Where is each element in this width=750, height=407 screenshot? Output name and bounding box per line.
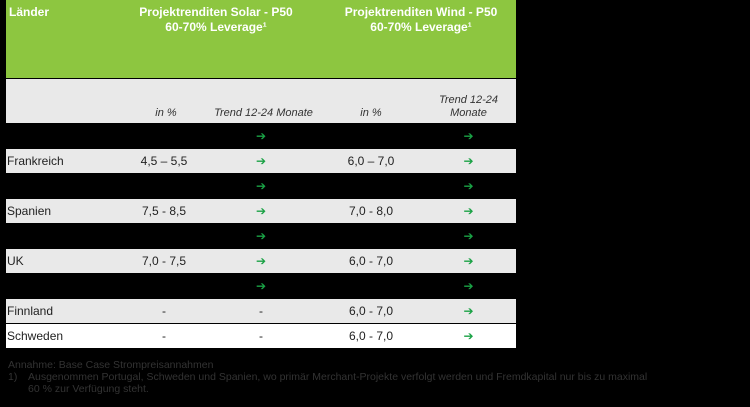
- trend-arrow-icon: ➔: [463, 254, 474, 268]
- wind-trend-label-line1: Trend 12-24: [438, 94, 499, 106]
- footnotes: Annahme: Base Case Strompreisannahmen 1)…: [8, 359, 743, 395]
- trend-arrow-icon: ➔: [463, 279, 474, 293]
- wind-trend-label: Trend 12-24 Monate: [426, 94, 511, 120]
- trend-arrow-icon: ➔: [463, 204, 474, 218]
- solar-return-cell: -: [162, 304, 166, 318]
- solar-trend-label: Trend 12-24 Monate: [214, 107, 313, 119]
- solar-return-cell: [124, 224, 204, 248]
- wind-return-cell: 6,0 - 7,0: [348, 329, 394, 343]
- wind-return-cell: [331, 224, 411, 248]
- trend-arrow-icon: ➔: [255, 204, 267, 218]
- trend-arrow-icon: ➔: [463, 304, 474, 318]
- table-body: ➔ ➔ Frankreich 4,5 – 5,5 ➔ 6,0 – 7,0 ➔ ➔ ➔ Spanie…: [6, 124, 516, 348]
- country-cell: Frankreich: [7, 154, 64, 168]
- wind-returns-header: Projektrenditen Wind - P50 60-70% Levera…: [326, 5, 516, 35]
- country-cell: UK: [7, 254, 24, 268]
- wind-return-cell: [331, 124, 411, 148]
- wind-return-cell: 6,0 – 7,0: [347, 154, 395, 168]
- wind-trend-label-line2: Monate: [450, 107, 487, 119]
- country-cell: Schweden: [7, 329, 64, 343]
- solar-return-cell: [124, 274, 204, 298]
- wind-return-cell: 7,0 - 8,0: [348, 204, 394, 218]
- solar-return-cell: 4,5 – 5,5: [140, 154, 188, 168]
- footnote-number: 1): [8, 371, 18, 383]
- table-row: UK 7,0 - 7,5 ➔ 6,0 - 7,0 ➔: [6, 249, 516, 273]
- table-row: Finnland - - 6,0 - 7,0 ➔: [6, 299, 516, 323]
- trend-arrow-icon: ➔: [463, 129, 474, 143]
- table-row: Spanien 7,5 - 8,5 ➔ 7,0 - 8,0 ➔: [6, 199, 516, 223]
- wind-header-leverage: 60-70% Leverage¹: [370, 20, 472, 34]
- trend-arrow-icon: ➔: [255, 254, 267, 268]
- solar-returns-header: Projektrenditen Solar - P50 60-70% Lever…: [126, 5, 306, 35]
- trend-arrow-icon: ➔: [255, 229, 267, 243]
- wind-return-cell: 6,0 - 7,0: [348, 254, 394, 268]
- table-row: ➔ ➔: [6, 274, 516, 298]
- solar-trend-cell: -: [259, 304, 263, 318]
- wind-percent-label: in %: [360, 107, 382, 119]
- wind-header-title: Projektrenditen Wind - P50: [344, 5, 498, 19]
- footnote-1: 1) Ausgenommen Portugal, Schweden und Spa…: [8, 371, 743, 383]
- table-row: ➔ ➔: [6, 224, 516, 248]
- solar-return-cell: -: [162, 329, 166, 343]
- solar-percent-label: in %: [155, 107, 177, 119]
- country-cell: Finnland: [7, 304, 54, 318]
- assumption-note: Annahme: Base Case Strompreisannahmen: [8, 359, 214, 371]
- trend-arrow-icon: ➔: [463, 179, 474, 193]
- wind-return-cell: 6,0 - 7,0: [348, 304, 394, 318]
- solar-header-title: Projektrenditen Solar - P50: [139, 5, 293, 19]
- wind-return-cell: [331, 274, 411, 298]
- trend-arrow-icon: ➔: [255, 154, 267, 168]
- table-row: ➔ ➔: [6, 174, 516, 198]
- trend-arrow-icon: ➔: [463, 154, 474, 168]
- solar-return-cell: 7,0 - 7,5: [141, 254, 187, 268]
- trend-arrow-icon: ➔: [255, 179, 267, 193]
- trend-arrow-icon: ➔: [463, 329, 474, 343]
- solar-return-cell: [124, 124, 204, 148]
- footnote-text-line1: Ausgenommen Portugal, Schweden und Spani…: [28, 371, 648, 383]
- solar-return-cell: 7,5 - 8,5: [141, 204, 187, 218]
- table-row: Frankreich 4,5 – 5,5 ➔ 6,0 – 7,0 ➔: [6, 149, 516, 173]
- returns-table: Länder Projektrenditen Solar - P50 60-70…: [6, 0, 516, 348]
- table-row: ➔ ➔: [6, 124, 516, 148]
- trend-arrow-icon: ➔: [255, 129, 267, 143]
- countries-header: Länder: [9, 5, 50, 19]
- solar-return-cell: [124, 174, 204, 198]
- table-subheader: in % Trend 12-24 Monate in % Trend 12-24…: [6, 79, 516, 123]
- table-row: Schweden - - 6,0 - 7,0 ➔: [6, 324, 516, 348]
- wind-return-cell: [331, 174, 411, 198]
- trend-arrow-icon: ➔: [463, 229, 474, 243]
- solar-trend-cell: -: [259, 329, 263, 343]
- country-cell: Spanien: [7, 204, 52, 218]
- trend-arrow-icon: ➔: [255, 279, 267, 293]
- solar-header-leverage: 60-70% Leverage¹: [165, 20, 267, 34]
- table-header: Länder Projektrenditen Solar - P50 60-70…: [6, 0, 516, 78]
- footnote-text-line2: 60 % zur Verfügung steht.: [28, 383, 149, 395]
